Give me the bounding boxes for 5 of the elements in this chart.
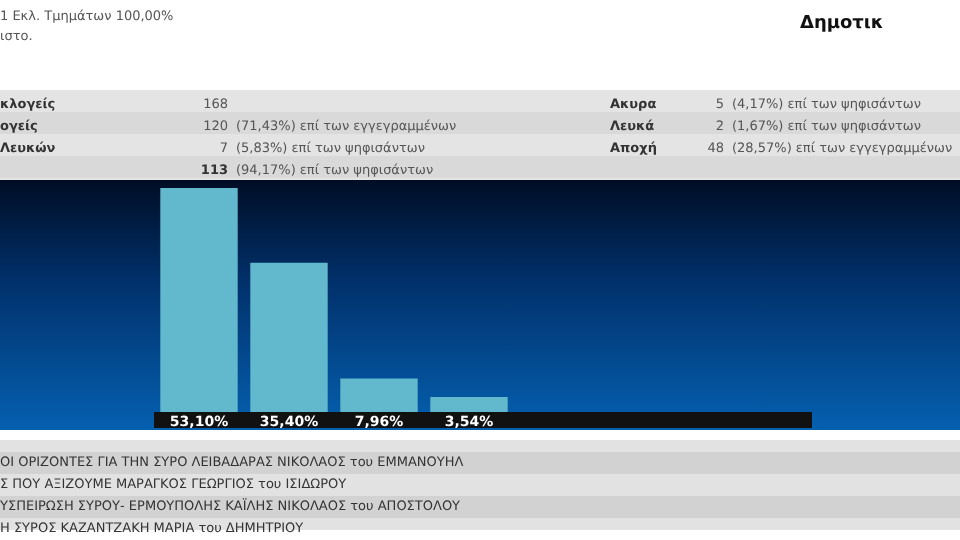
bar [340, 378, 418, 412]
text: Δημοτικ [800, 14, 884, 34]
bar [160, 188, 238, 412]
bar [430, 397, 508, 412]
bar [250, 262, 328, 412]
